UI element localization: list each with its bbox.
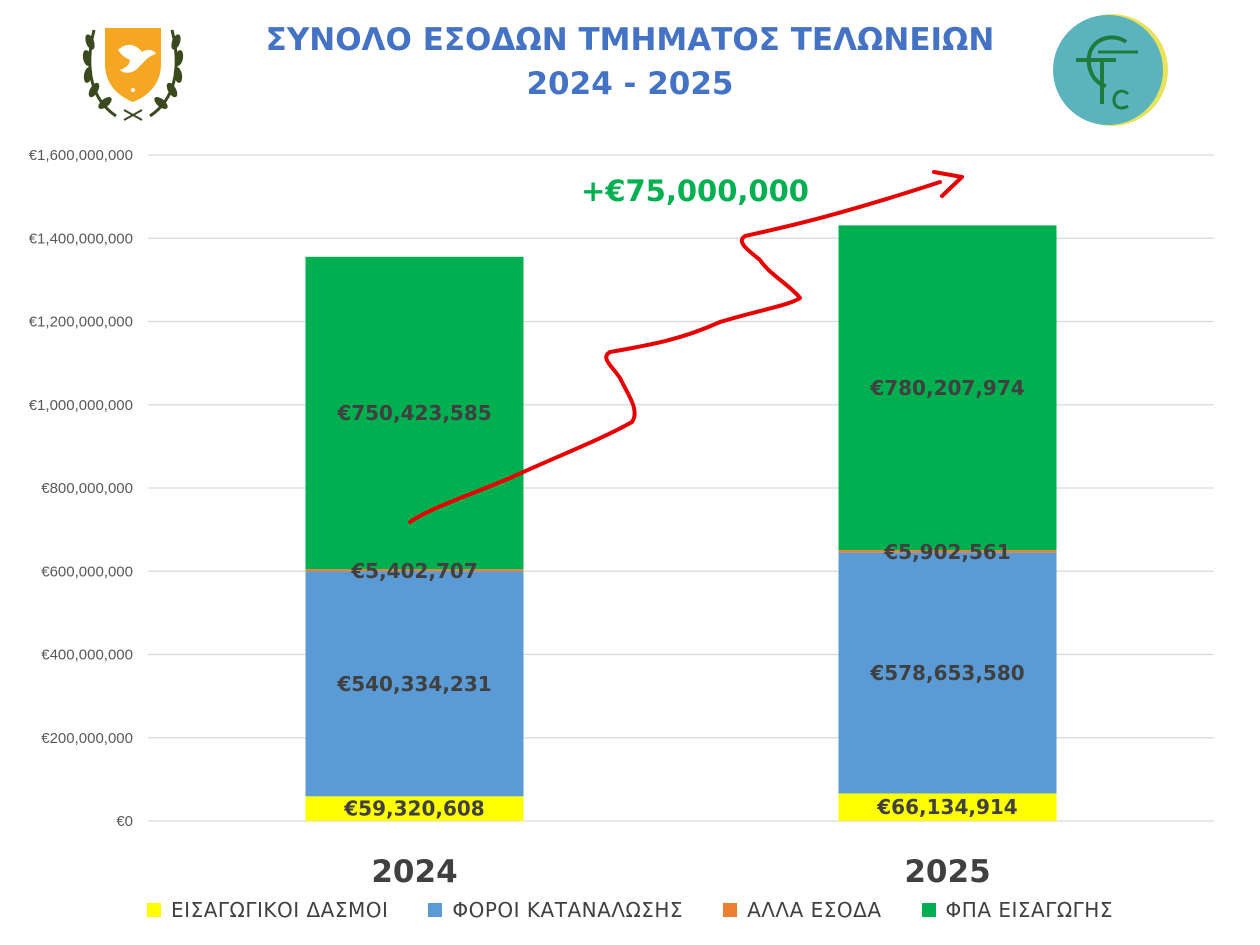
data-label: €59,320,608 [343, 797, 484, 821]
title-line-2: 2024 - 2025 [526, 66, 734, 102]
chart-title: ΣΥΝΟΛΟ ΕΣΟΔΩΝ ΤΜΗΜΑΤΟΣ ΤΕΛΩΝΕΙΩΝ 2024 - … [0, 18, 1260, 106]
legend-swatch [147, 903, 162, 917]
growth-label: +€75,000,000 [581, 174, 809, 208]
x-category-label: 2024 [371, 854, 457, 890]
bar-segment [838, 793, 1057, 821]
x-axis: 2024 2025 [371, 854, 990, 890]
data-label: €5,402,707 [350, 559, 478, 583]
data-label: €66,134,914 [876, 795, 1017, 819]
legend-label: ΦΠΑ ΕΙΣΑΓΩΓΗΣ [945, 898, 1113, 922]
legend: ΕΙΣΑΓΩΓΙΚΟΙ ΔΑΣΜΟΙ ΦΟΡΟΙ ΚΑΤΑΝΑΛΩΣΗΣ ΑΛΛΑ … [0, 895, 1260, 925]
y-tick-label: €1,000,000,000 [29, 397, 133, 414]
y-tick-label: €600,000,000 [41, 563, 133, 580]
legend-label: ΦΟΡΟΙ ΚΑΤΑΝΑΛΩΣΗΣ [452, 898, 684, 922]
cyprus-coat-of-arms-icon [82, 28, 184, 121]
legend-swatch [921, 903, 936, 917]
legend-swatch [723, 903, 738, 917]
bar-segment [305, 571, 524, 797]
title-line-1: ΣΥΝΟΛΟ ΕΣΟΔΩΝ ΤΜΗΜΑΤΟΣ ΤΕΛΩΝΕΙΩΝ [265, 22, 995, 58]
bar-segment [305, 569, 524, 572]
bars [305, 225, 1057, 821]
y-tick-label: €1,400,000,000 [29, 230, 133, 247]
customs-department-logo-icon [1053, 14, 1168, 126]
legend-label: ΕΙΣΑΓΩΓΙΚΟΙ ΔΑΣΜΟΙ [171, 898, 389, 922]
legend-item: ΦΟΡΟΙ ΚΑΤΑΝΑΛΩΣΗΣ [428, 898, 683, 922]
data-label: €780,207,974 [869, 376, 1024, 400]
bar-segment [305, 796, 524, 821]
bar-segment [838, 552, 1057, 794]
growth-arrow [408, 180, 942, 524]
y-tick-label: €1,200,000,000 [29, 314, 133, 331]
y-tick-label: €800,000,000 [41, 480, 133, 497]
y-tick-label: €0 [116, 813, 133, 830]
legend-swatch [428, 903, 443, 917]
data-label: €540,334,231 [336, 672, 491, 696]
legend-item: ΦΠΑ ΕΙΣΑΓΩΓΗΣ [921, 898, 1113, 922]
data-labels: €59,320,608 €540,334,231 €5,402,707 €750,42… [336, 376, 1024, 821]
data-label: €750,423,585 [336, 401, 491, 425]
y-tick-label: €400,000,000 [41, 647, 133, 664]
y-axis: €0 €200,000,000 €400,000,000 €600,000,000 €8… [29, 147, 133, 830]
bar-segment [838, 550, 1057, 553]
legend-item: ΕΙΣΑΓΩΓΙΚΟΙ ΔΑΣΜΟΙ [147, 898, 388, 922]
y-tick-label: €1,600,000,000 [29, 147, 133, 164]
legend-item: ΑΛΛΑ ΕΣΟΔΑ [723, 898, 881, 922]
data-label: €578,653,580 [869, 661, 1024, 685]
growth-arrow-head [932, 170, 964, 198]
data-label: €5,902,561 [883, 540, 1011, 564]
y-tick-label: €200,000,000 [41, 730, 133, 747]
legend-label: ΑΛΛΑ ΕΣΟΔΑ [747, 898, 882, 922]
bar-segment [838, 225, 1057, 551]
x-category-label: 2025 [904, 854, 990, 890]
